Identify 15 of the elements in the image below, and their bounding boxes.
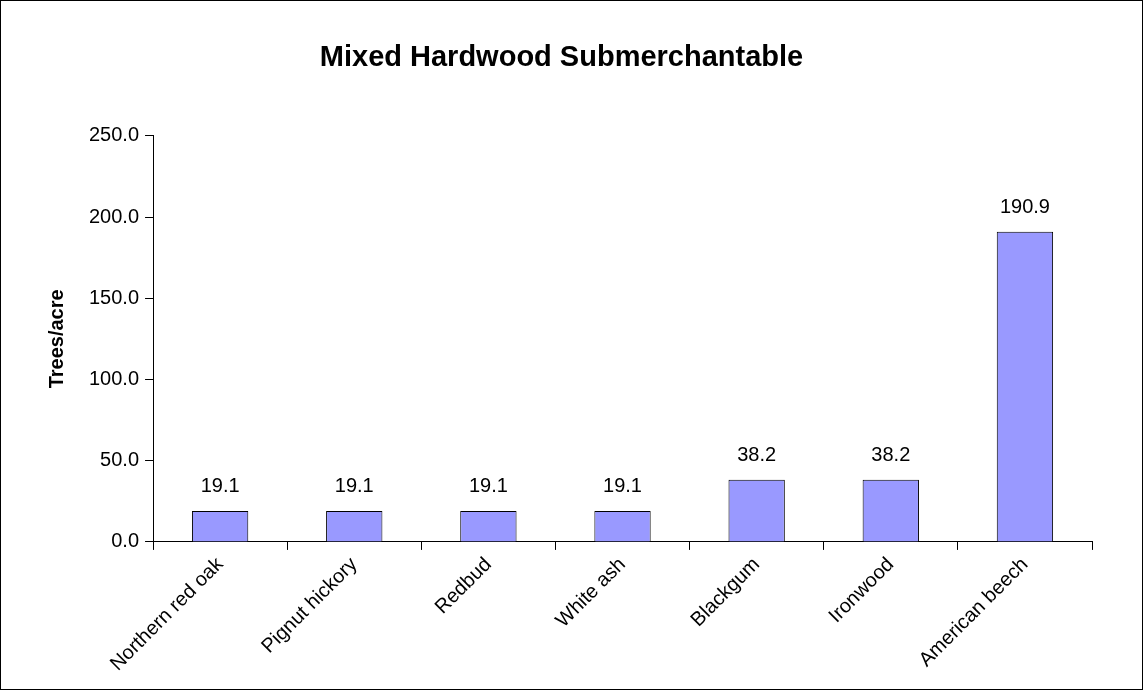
data-label: 190.9	[999, 195, 1050, 218]
data-label: 38.2	[737, 443, 777, 466]
y-tick-label: 50.0	[100, 448, 140, 471]
data-label: 19.1	[603, 474, 642, 497]
y-tick-label: 0.0	[111, 529, 140, 552]
y-tick-label: 250.0	[88, 123, 140, 146]
y-tick-label: 200.0	[88, 204, 140, 227]
y-tick-label: 150.0	[88, 285, 140, 308]
data-label: 19.1	[334, 474, 374, 497]
y-tick-label: 100.0	[88, 366, 140, 389]
data-label: 19.1	[200, 474, 240, 497]
chart-title: Mixed Hardwood Submerchantable	[319, 40, 804, 73]
y-axis-title: Trees/acre	[44, 289, 67, 389]
data-label: 38.2	[871, 443, 911, 466]
data-label: 19.1	[468, 474, 508, 497]
